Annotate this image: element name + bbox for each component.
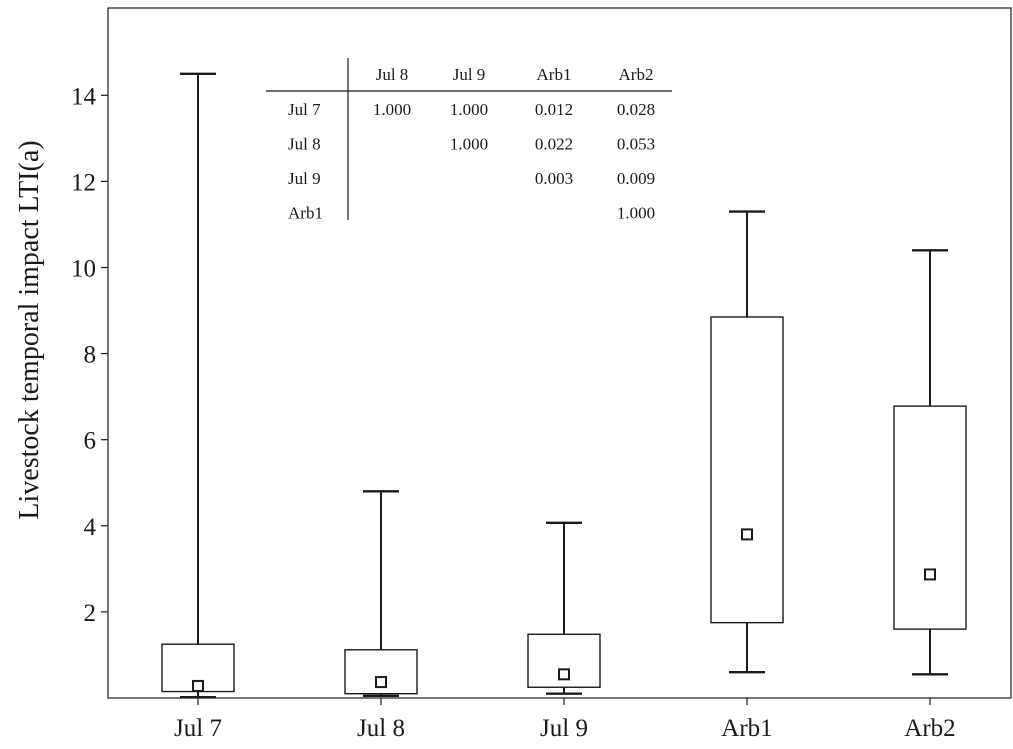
table-cell: 0.028 [617, 100, 655, 119]
median-marker [558, 668, 570, 681]
table-cell: 0.003 [535, 169, 573, 188]
table-cell: 0.012 [535, 100, 573, 119]
table-column-header: Jul 9 [453, 65, 486, 84]
y-tick-label: 6 [84, 428, 97, 455]
x-tick-label: Jul 8 [357, 715, 405, 742]
table-cell: 0.053 [617, 135, 655, 154]
table-cell: 1.000 [450, 135, 488, 154]
box-group [893, 249, 967, 676]
box-series [161, 72, 967, 699]
y-tick-label: 12 [71, 169, 96, 196]
table-column-header: Arb1 [537, 65, 572, 84]
median-marker [375, 676, 387, 689]
y-tick-label: 14 [71, 83, 97, 110]
box-group [710, 210, 784, 674]
table-cell: 0.009 [617, 169, 655, 188]
table-column-header: Arb2 [619, 65, 654, 84]
table-row-label: Jul 7 [288, 100, 321, 119]
median-marker [741, 528, 753, 541]
box-iqr [344, 649, 418, 695]
x-tick-label: Arb1 [721, 715, 772, 742]
box-group [527, 521, 601, 695]
table-cell: 0.022 [535, 135, 573, 154]
y-tick-label: 4 [84, 514, 97, 541]
inset-p-value-table: Jul 8 Jul 9 Arb1 Arb2 Jul 7 1.000 1.000 0.012 0.… [266, 58, 672, 223]
table-cell: 1.000 [373, 100, 411, 119]
table-cell: 1.000 [617, 204, 655, 223]
y-axis: 2 4 6 8 10 12 14 [71, 83, 108, 627]
x-axis: Jul 7 Jul 8 Jul 9 Arb1 Arb2 [174, 698, 956, 742]
y-tick-label: 8 [84, 342, 97, 369]
box-group [161, 72, 235, 699]
median-marker [192, 679, 204, 692]
table-row-label: Jul 8 [288, 135, 321, 154]
box-group [344, 490, 418, 698]
x-tick-label: Jul 7 [174, 715, 222, 742]
y-axis-label: Livestock temporal impact LTI(a) [14, 140, 45, 519]
x-tick-label: Jul 9 [540, 715, 588, 742]
box-iqr [710, 316, 784, 624]
y-tick-label: 2 [84, 600, 97, 627]
y-tick-label: 10 [71, 256, 96, 283]
box-iqr [893, 405, 967, 630]
table-row-label: Jul 9 [288, 169, 321, 188]
table-column-header: Jul 8 [376, 65, 409, 84]
table-row-label: Arb1 [288, 204, 323, 223]
table-cell: 1.000 [450, 100, 488, 119]
median-marker [924, 568, 936, 581]
x-tick-label: Arb2 [904, 715, 955, 742]
